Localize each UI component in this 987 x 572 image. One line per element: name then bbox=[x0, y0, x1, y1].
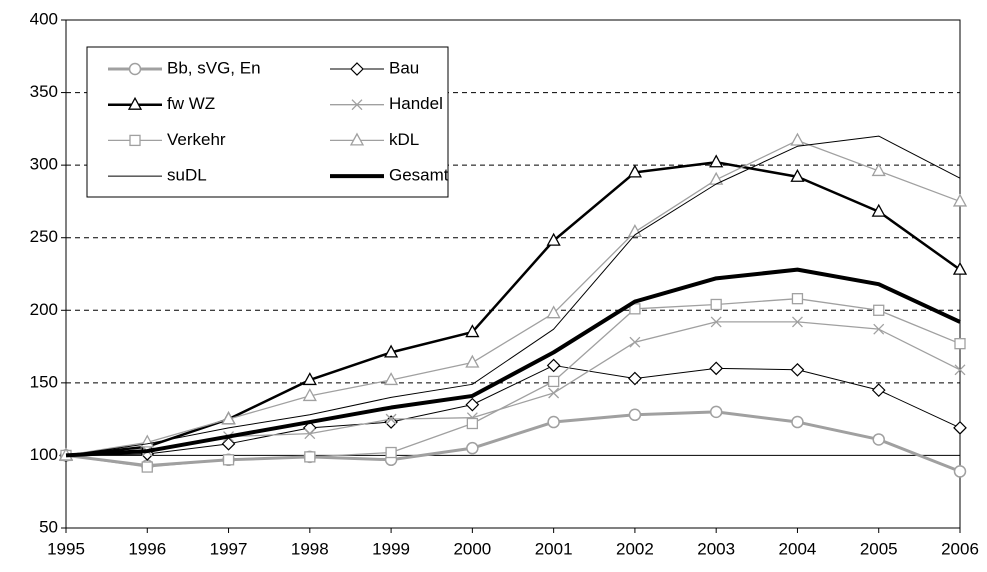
marker bbox=[466, 441, 479, 455]
marker bbox=[628, 371, 642, 386]
marker bbox=[385, 446, 397, 459]
line bbox=[65, 298, 961, 468]
marker bbox=[790, 168, 805, 182]
marker bbox=[709, 361, 724, 376]
marker bbox=[465, 324, 480, 338]
series bbox=[65, 135, 961, 456]
marker bbox=[791, 415, 804, 429]
x-tick-label: 2006 bbox=[941, 539, 979, 558]
line bbox=[65, 139, 961, 457]
y-tick-label: 150 bbox=[30, 372, 58, 391]
marker bbox=[709, 154, 724, 168]
legend-box bbox=[86, 46, 449, 198]
marker bbox=[628, 408, 642, 422]
marker bbox=[871, 383, 886, 397]
y-tick-label: 50 bbox=[39, 517, 58, 536]
marker bbox=[222, 454, 235, 466]
y-tick-label: 250 bbox=[30, 227, 58, 246]
marker bbox=[465, 397, 480, 412]
y-tick-label: 350 bbox=[30, 82, 58, 101]
x-tick-label: 2003 bbox=[697, 539, 735, 558]
marker bbox=[547, 415, 560, 429]
marker bbox=[546, 305, 561, 319]
legend-label: suDL bbox=[167, 166, 207, 185]
marker bbox=[548, 387, 560, 399]
marker bbox=[627, 164, 643, 178]
y-tick-label: 300 bbox=[30, 155, 58, 174]
legend-label: Bau bbox=[389, 58, 419, 77]
marker bbox=[351, 99, 363, 111]
marker bbox=[871, 203, 886, 217]
x-tick-label: 2000 bbox=[453, 539, 491, 558]
x-tick-label: 2002 bbox=[616, 539, 654, 558]
marker bbox=[546, 232, 561, 246]
y-tick-label: 100 bbox=[30, 445, 58, 464]
marker bbox=[546, 358, 561, 373]
x-tick-label: 2004 bbox=[779, 539, 817, 558]
marker bbox=[127, 96, 143, 110]
marker bbox=[873, 304, 885, 316]
line bbox=[65, 160, 961, 457]
legend-label: Handel bbox=[389, 94, 443, 113]
y-tick-label: 200 bbox=[30, 300, 58, 319]
marker bbox=[466, 417, 479, 430]
marker bbox=[141, 461, 153, 473]
marker bbox=[952, 193, 968, 207]
x-tick-label: 1995 bbox=[47, 539, 85, 558]
marker bbox=[873, 323, 885, 335]
marker bbox=[385, 413, 397, 425]
legend-label: kDL bbox=[389, 130, 419, 149]
line bbox=[65, 267, 961, 458]
legend-label: Gesamt bbox=[389, 166, 449, 185]
marker bbox=[871, 163, 886, 177]
marker bbox=[302, 372, 317, 386]
marker bbox=[465, 354, 480, 368]
marker bbox=[128, 62, 142, 76]
legend: Bb, sVG, En Bau fw WZ Handel Verkehr kDL suDL G… bbox=[86, 46, 449, 198]
x-tick-label: 1999 bbox=[372, 539, 410, 558]
y-tick-label: 400 bbox=[30, 9, 58, 28]
legend-label: Bb, sVG, En bbox=[167, 58, 261, 77]
series bbox=[60, 293, 966, 473]
marker bbox=[709, 405, 723, 419]
series bbox=[65, 267, 961, 458]
marker bbox=[349, 132, 365, 146]
marker bbox=[791, 293, 804, 305]
marker bbox=[129, 134, 141, 147]
marker bbox=[629, 336, 641, 348]
marker bbox=[953, 465, 967, 478]
marker bbox=[350, 62, 364, 76]
legend-label: fw WZ bbox=[167, 94, 215, 113]
line bbox=[65, 364, 961, 456]
marker bbox=[383, 344, 399, 358]
marker bbox=[304, 428, 316, 440]
marker bbox=[221, 436, 236, 451]
x-tick-label: 1998 bbox=[291, 539, 329, 558]
marker bbox=[547, 375, 560, 388]
x-tick-label: 1997 bbox=[210, 539, 248, 558]
x-tick-label: 2001 bbox=[535, 539, 573, 558]
marker bbox=[954, 364, 966, 376]
marker bbox=[790, 132, 805, 146]
marker bbox=[953, 421, 967, 435]
marker bbox=[304, 451, 316, 463]
marker bbox=[791, 316, 803, 328]
x-tick-label: 1996 bbox=[128, 539, 166, 558]
legend-label: Verkehr bbox=[167, 130, 226, 149]
marker bbox=[710, 316, 722, 328]
marker bbox=[790, 362, 805, 377]
marker bbox=[952, 261, 968, 275]
marker bbox=[302, 388, 317, 402]
marker bbox=[872, 433, 885, 446]
line bbox=[65, 135, 961, 456]
marker bbox=[710, 298, 722, 311]
marker bbox=[627, 224, 643, 238]
marker bbox=[383, 372, 399, 386]
x-tick-label: 2005 bbox=[860, 539, 898, 558]
marker bbox=[221, 411, 236, 425]
marker bbox=[954, 338, 966, 350]
